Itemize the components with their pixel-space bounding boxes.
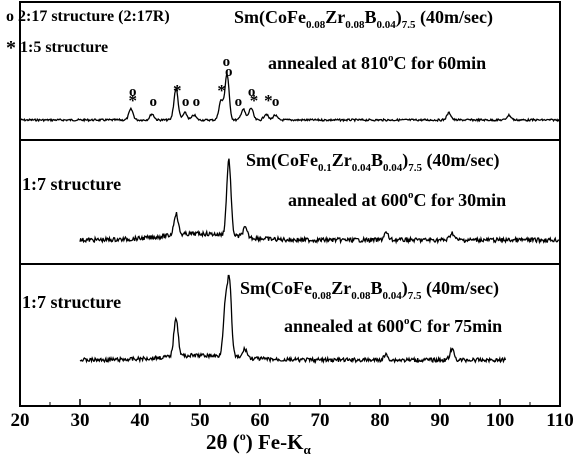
phase-marker-2-17: o (272, 94, 280, 110)
diffraction-curve-3 (79, 274, 507, 365)
structure-label-3: 1:7 structure (22, 292, 121, 312)
x-tick-label: 60 (251, 410, 270, 431)
phase-marker-1-5: * (264, 91, 273, 110)
diffraction-curves (19, 73, 560, 365)
phase-marker-1-5: * (250, 91, 259, 110)
phase-marker-2-17: o (193, 94, 201, 110)
structure-label-2: 1:7 structure (22, 174, 121, 194)
x-tick-label: 100 (486, 410, 515, 431)
x-axis-label: 2θ (o) Fe-Kα (206, 429, 311, 457)
x-tick-label: 90 (431, 410, 450, 431)
phase-marker-2-17: o (235, 94, 243, 110)
diffraction-curve-2 (79, 158, 560, 245)
composition-label-3: Sm(CoFe0.08Zr0.08B0.04)7.5 (40m/sec) (240, 278, 499, 302)
x-tick-label: 110 (546, 410, 573, 431)
phase-marker-2-17: o (182, 94, 190, 110)
legend-text-2: 1:5 structure (20, 39, 108, 56)
phase-marker-1-5: * (129, 91, 138, 110)
legend-marker-2: * (6, 37, 16, 59)
x-tick-label: 40 (131, 410, 150, 431)
x-tick-label: 70 (311, 410, 330, 431)
phase-marker-2-17: o (225, 64, 233, 80)
anneal-label-1: annealed at 810oC for 60min (268, 52, 486, 73)
diffraction-curve-1 (19, 73, 560, 123)
legend-marker-1: o (6, 8, 14, 25)
x-tick-label: 50 (191, 410, 210, 431)
phase-marker-2-17: o (223, 54, 231, 70)
phase-marker-1-5: * (217, 81, 226, 100)
x-tick-label: 20 (11, 410, 30, 431)
x-tick-label: 80 (371, 410, 390, 431)
phase-marker-2-17: o (248, 84, 256, 100)
legend-text-1: 2:17 structure (2:17R) (18, 8, 170, 25)
anneal-label-2: annealed at 600oC for 30min (288, 189, 506, 210)
x-axis-ticks: 20 30 40 50 60 70 80 90 100 110 (11, 399, 574, 431)
x-tick-label: 30 (71, 410, 90, 431)
composition-label-1: Sm(CoFe0.08Zr0.08B0.04)7.5 (40m/sec) (234, 7, 493, 31)
phase-marker-2-17: o (149, 94, 157, 110)
composition-label-2: Sm(CoFe0.1Zr0.04B0.04)7.5 (40m/sec) (246, 150, 499, 174)
phase-marker-2-17: o (129, 84, 137, 100)
phase-marker-1-5: * (173, 81, 182, 100)
anneal-label-3: annealed at 600oC for 75min (284, 315, 502, 336)
